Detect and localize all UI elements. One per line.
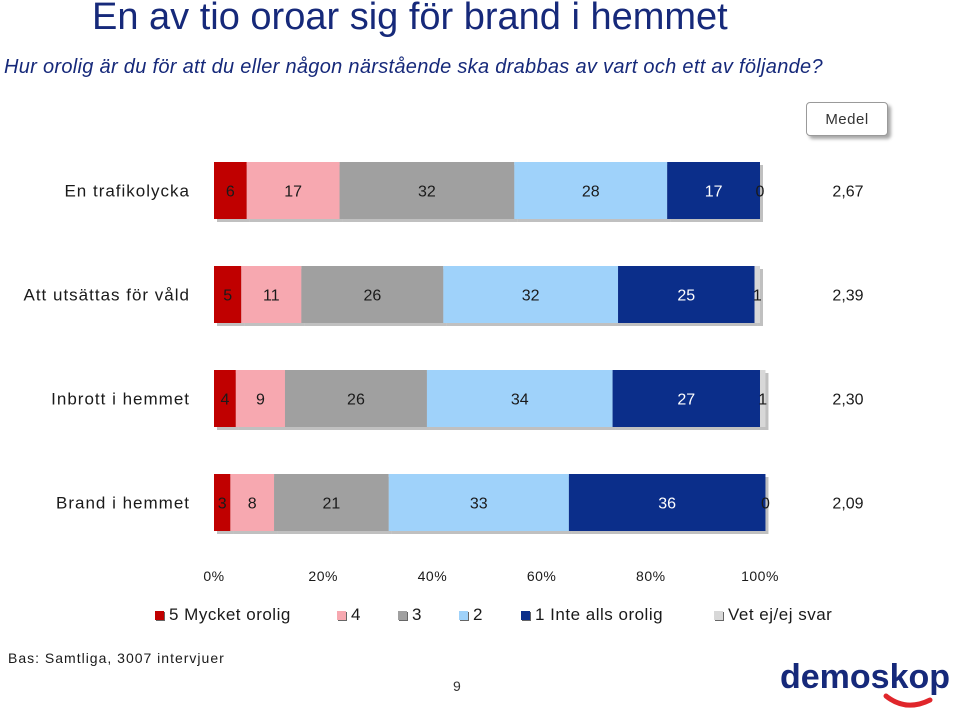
bar-segment <box>214 162 247 219</box>
legend-swatch <box>337 610 346 620</box>
category-label: En trafikolycka <box>64 182 190 201</box>
data-label: 0 <box>761 496 770 513</box>
bar-segment-shadow <box>757 269 763 326</box>
legend-item: 1 Inte alls orolig <box>521 605 663 625</box>
legend-label: 2 <box>473 605 483 624</box>
bar-segment <box>235 370 285 427</box>
bar-segment <box>667 162 760 219</box>
mean-value: 2,09 <box>832 496 863 513</box>
legend-label: 3 <box>412 605 422 624</box>
chart-legend: 5 Mycket orolig 4 3 2 1 Inte alls orolig Vet … <box>0 605 960 627</box>
data-label: 1 <box>753 288 762 305</box>
data-label: 21 <box>322 496 340 513</box>
data-label: 17 <box>705 184 723 201</box>
data-label: 36 <box>658 496 676 513</box>
bar-segment <box>301 266 444 323</box>
mean-value: 2,30 <box>832 392 863 409</box>
legend-item: 5 Mycket orolig <box>155 605 291 625</box>
data-label: 6 <box>226 184 235 201</box>
legend-item: 3 <box>398 605 422 625</box>
data-label: 0 <box>756 184 765 201</box>
bar-segment <box>274 474 389 531</box>
mean-value: 2,39 <box>832 288 863 305</box>
data-label: 28 <box>582 184 600 201</box>
legend-swatch <box>398 610 407 620</box>
data-label: 1 <box>758 392 767 409</box>
bar-segment <box>214 370 236 427</box>
legend-label: 4 <box>351 605 361 624</box>
x-tick-label: 100% <box>741 568 779 584</box>
legend-swatch <box>714 610 723 620</box>
demoskop-logo: demoskop <box>780 658 950 708</box>
bar-segment <box>612 370 760 427</box>
stacked-bar-chart: En trafikolycka 6 17 32 28 17 0 2,67 Att utsätta… <box>23 162 864 584</box>
bar-segment <box>514 162 668 219</box>
logo-wordmark: demoskop <box>780 658 950 696</box>
bar-segment <box>241 266 302 323</box>
data-label: 8 <box>248 496 257 513</box>
legend-swatch <box>155 610 164 620</box>
medel-label: Medel <box>825 110 869 128</box>
bar-segment <box>388 474 569 531</box>
bar-segment <box>426 370 613 427</box>
legend-swatch <box>459 610 468 620</box>
x-tick-label: 80% <box>636 568 666 584</box>
legend-label: 1 Inte alls orolig <box>535 605 664 624</box>
data-label: 32 <box>418 184 436 201</box>
bar-segment <box>339 162 515 219</box>
category-label: Inbrott i hemmet <box>51 390 190 409</box>
data-label: 25 <box>677 288 695 305</box>
category-label: Att utsättas för våld <box>23 286 190 305</box>
bar-segment <box>214 266 242 323</box>
bar-segment <box>760 370 766 427</box>
bar-segment <box>230 474 275 531</box>
slide-title: En av tio oroar sig för brand i hemmet <box>92 0 728 38</box>
legend-item: 2 <box>459 605 483 625</box>
data-label: 26 <box>347 392 365 409</box>
legend-swatch <box>521 610 530 620</box>
data-label: 4 <box>220 392 229 409</box>
x-tick-label: 60% <box>527 568 557 584</box>
legend-label: Vet ej/ej svar <box>728 605 833 624</box>
bar-segment-shadow <box>763 373 769 430</box>
data-label: 32 <box>522 288 540 305</box>
base-note: Bas: Samtliga, 3007 intervjuer <box>8 650 225 666</box>
bar-segment <box>618 266 755 323</box>
legend-item: Vet ej/ej svar <box>714 605 832 625</box>
x-tick-label: 40% <box>418 568 448 584</box>
medel-header-box: Medel <box>806 102 888 136</box>
data-label: 34 <box>511 392 529 409</box>
bar-segment <box>214 474 231 531</box>
data-label: 33 <box>470 496 488 513</box>
logo-swoosh <box>883 693 933 708</box>
page-number: 9 <box>453 678 461 694</box>
data-label: 11 <box>263 288 280 305</box>
bar-segment <box>443 266 619 323</box>
data-label: 5 <box>223 288 232 305</box>
bar-segment <box>246 162 340 219</box>
category-label: Brand i hemmet <box>56 494 190 513</box>
data-label: 3 <box>218 496 227 513</box>
data-label: 9 <box>256 392 265 409</box>
data-label: 27 <box>677 392 695 409</box>
x-tick-label: 20% <box>308 568 338 584</box>
mean-value: 2,67 <box>832 184 863 201</box>
x-tick-label: 0% <box>203 568 224 584</box>
legend-label: 5 Mycket orolig <box>169 605 291 624</box>
bar-segment <box>754 266 760 323</box>
data-label: 17 <box>284 184 302 201</box>
data-label: 26 <box>363 288 381 305</box>
bar-segment <box>284 370 427 427</box>
legend-item: 4 <box>337 605 361 625</box>
bar-segment <box>568 474 766 531</box>
slide-subtitle: Hur orolig är du för att du eller någon … <box>4 56 823 78</box>
